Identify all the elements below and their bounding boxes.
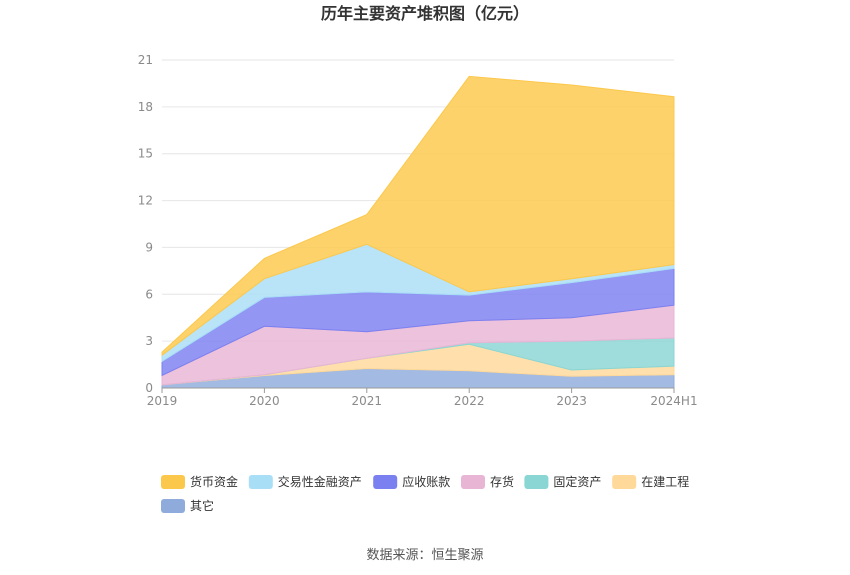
y-tick-label: 12 (138, 194, 153, 208)
legend-swatch (524, 475, 549, 489)
data-source: 数据来源：恒生聚源 (366, 548, 483, 563)
legend-label: 交易性金融资产 (278, 474, 362, 489)
legend-swatch (161, 499, 185, 513)
x-tick-label: 2023 (556, 394, 587, 408)
legend-label: 货币资金 (190, 474, 238, 489)
x-tick-label: 2024H1 (650, 394, 697, 408)
legend-swatch (161, 475, 185, 489)
y-tick-label: 9 (145, 240, 153, 254)
y-tick-label: 15 (138, 147, 153, 161)
x-tick-label: 2020 (249, 394, 280, 408)
x-tick-label: 2021 (352, 394, 383, 408)
area-货币资金 (161, 75, 675, 357)
y-tick-label: 18 (138, 100, 153, 114)
x-tick-label: 2022 (454, 394, 485, 408)
chart-title: 历年主要资产堆积图（亿元） (321, 4, 529, 23)
legend-swatch (373, 475, 398, 489)
area-series (161, 75, 675, 389)
legend-label: 其它 (190, 498, 214, 513)
legend-label: 应收账款 (402, 474, 450, 489)
y-tick-label: 21 (138, 53, 153, 67)
legend-label: 在建工程 (641, 474, 689, 489)
legend-swatch (612, 475, 637, 489)
legend-label: 存货 (490, 474, 514, 489)
y-tick-label: 3 (145, 334, 153, 348)
legend-label: 固定资产 (553, 474, 601, 489)
y-tick-label: 0 (145, 381, 153, 395)
axes: 0 3 6 9 12 15 18 21 2019 2020 2021 2022 2023 2024H1 (138, 53, 698, 408)
legend-swatch (248, 475, 273, 489)
y-tick-label: 6 (145, 287, 153, 301)
legend-swatch (461, 475, 485, 489)
x-tick-label: 2019 (147, 394, 178, 408)
